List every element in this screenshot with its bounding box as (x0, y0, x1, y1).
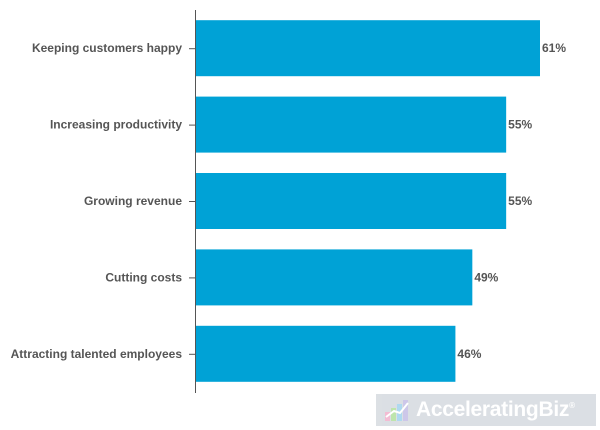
bar-1 (196, 96, 507, 153)
category-label-3: Cutting costs (105, 270, 182, 284)
bar-0 (196, 20, 540, 77)
value-label-3: 49% (474, 270, 498, 284)
value-label-2: 55% (508, 194, 532, 208)
bar-3 (196, 249, 473, 306)
bar-2 (196, 173, 507, 229)
watermark-text: AcceleratingBiz® (416, 398, 575, 421)
watermark: AcceleratingBiz® (376, 394, 596, 426)
category-label-1: Increasing productivity (50, 118, 182, 132)
bars-group (196, 20, 540, 382)
category-label-0: Keeping customers happy (32, 41, 182, 55)
category-label-2: Growing revenue (84, 194, 182, 208)
accelerating-biz-logo-icon (385, 400, 409, 421)
value-label-4: 46% (457, 347, 481, 361)
value-label-1: 55% (508, 118, 532, 132)
registered-mark: ® (569, 401, 575, 410)
value-label-0: 61% (542, 41, 566, 55)
category-labels-group: Keeping customers happy Increasing produc… (11, 41, 196, 361)
bar-4 (196, 325, 456, 382)
category-label-4: Attracting talented employees (11, 347, 183, 361)
value-labels-group: 61% 55% 55% 49% 46% (457, 41, 566, 361)
